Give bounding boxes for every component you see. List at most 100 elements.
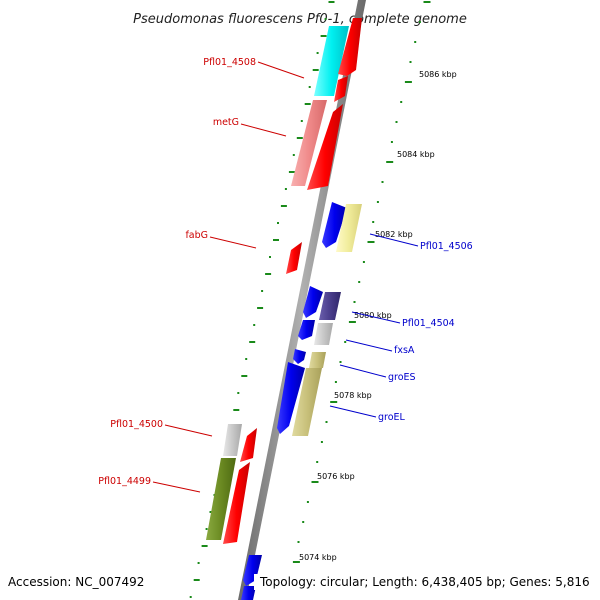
- genome-backbone: [238, 0, 366, 600]
- gene-label-pfl01-4504[interactable]: Pfl01_4504: [402, 318, 455, 329]
- light-gray-feature: [314, 323, 333, 345]
- gene-label-pfl01-4506[interactable]: Pfl01_4506: [420, 241, 473, 252]
- minor-tick: [237, 392, 240, 394]
- minor-tick: [197, 562, 200, 564]
- pink-feature: [291, 100, 327, 186]
- kbp-label: 5080 kbp: [354, 311, 392, 320]
- minor-tick: [334, 381, 337, 383]
- major-tick: [330, 401, 338, 403]
- minor-tick: [395, 121, 398, 123]
- olive-green-feature: [206, 458, 236, 540]
- minor-tick: [189, 596, 192, 598]
- left-gene-labels: Pfl01_4508 metG fabG Pfl01_4500 Pfl01_44…: [98, 57, 305, 493]
- minor-tick: [362, 261, 365, 263]
- major-tick: [311, 481, 319, 483]
- minor-tick: [284, 188, 287, 190]
- minor-tick: [261, 290, 264, 292]
- minor-tick: [325, 421, 328, 423]
- major-tick: [423, 1, 431, 3]
- leader-line: [369, 233, 419, 247]
- red-gene: [286, 242, 302, 274]
- leader-line: [329, 405, 377, 418]
- topology-backdrop: [254, 574, 600, 590]
- red-gene: [240, 428, 257, 462]
- leader-line: [152, 481, 201, 493]
- minor-tick: [344, 341, 347, 343]
- minor-tick: [302, 521, 305, 523]
- gene-label-pfl01-4500[interactable]: Pfl01_4500: [110, 419, 163, 430]
- minor-tick: [300, 120, 303, 122]
- minor-tick: [339, 361, 342, 363]
- major-tick: [241, 375, 248, 377]
- accession-text: Accession: NC_007492: [8, 575, 144, 589]
- major-tick: [233, 409, 240, 411]
- minor-tick: [409, 61, 412, 63]
- minor-tick: [353, 301, 356, 303]
- major-tick: [404, 81, 412, 83]
- olive-feature: [292, 368, 322, 436]
- leader-line: [164, 424, 213, 437]
- yellow-feature: [336, 204, 362, 252]
- topology-text: Topology: circular; Length: 6,438,405 bp…: [259, 575, 590, 589]
- blue-gene: [322, 202, 347, 248]
- blue-gene: [243, 555, 262, 586]
- minor-tick: [245, 358, 248, 360]
- minor-tick: [316, 52, 319, 54]
- kbp-label: 5086 kbp: [419, 70, 457, 79]
- major-tick: [257, 307, 264, 309]
- blue-gene: [303, 286, 323, 318]
- minor-tick: [292, 154, 295, 156]
- minor-tick: [372, 221, 375, 223]
- leader-line: [240, 123, 287, 137]
- kbp-label: 5076 kbp: [317, 472, 355, 481]
- kbp-label: 5074 kbp: [299, 553, 337, 562]
- minor-tick: [320, 441, 323, 443]
- leader-line: [257, 61, 305, 79]
- gene-label-pfl01-4499[interactable]: Pfl01_4499: [98, 476, 151, 487]
- navy-feature: [319, 292, 341, 320]
- olive-feature: [309, 352, 326, 368]
- gene-label-fxsa[interactable]: fxsA: [394, 345, 415, 356]
- major-tick: [265, 273, 272, 275]
- gene-label-metg[interactable]: metG: [213, 117, 239, 128]
- minor-tick: [297, 541, 300, 543]
- minor-tick: [400, 101, 403, 103]
- major-tick: [304, 103, 311, 105]
- minor-tick: [316, 461, 319, 463]
- minor-tick: [308, 86, 311, 88]
- major-tick: [320, 35, 327, 37]
- major-tick: [292, 561, 300, 563]
- major-tick: [249, 341, 256, 343]
- gene-label-groes[interactable]: groES: [388, 372, 416, 383]
- minor-tick: [414, 41, 417, 43]
- minor-tick: [381, 181, 384, 183]
- blue-gene: [298, 320, 315, 340]
- major-tick: [348, 321, 356, 323]
- right-gene-labels: Pfl01_4506 Pfl01_4504 fxsA groES groEL: [329, 233, 473, 423]
- blue-gene: [277, 362, 305, 434]
- major-tick: [312, 69, 319, 71]
- red-gene: [307, 104, 343, 190]
- map-title: Pseudomonas fluorescens Pf0-1, complete …: [133, 12, 467, 27]
- major-tick: [367, 241, 375, 243]
- minor-tick: [269, 256, 271, 258]
- kbp-label: 5082 kbp: [375, 230, 413, 239]
- minor-tick: [253, 324, 256, 326]
- minor-tick: [324, 18, 327, 20]
- minor-tick: [205, 528, 208, 530]
- gene-label-groel[interactable]: groEL: [378, 412, 406, 423]
- gene-label-pfl01-4508[interactable]: Pfl01_4508: [203, 57, 256, 68]
- major-tick: [273, 239, 279, 241]
- red-gene: [338, 18, 362, 76]
- major-tick: [288, 171, 295, 173]
- blue-gene: [293, 349, 306, 364]
- kbp-label: 5078 kbp: [334, 391, 372, 400]
- minor-tick: [418, 21, 421, 23]
- gene-label-fabg[interactable]: fabG: [185, 230, 208, 241]
- leader-line: [209, 236, 257, 249]
- major-tick: [280, 205, 287, 207]
- major-tick: [193, 579, 200, 581]
- kbp-label: 5084 kbp: [397, 150, 435, 159]
